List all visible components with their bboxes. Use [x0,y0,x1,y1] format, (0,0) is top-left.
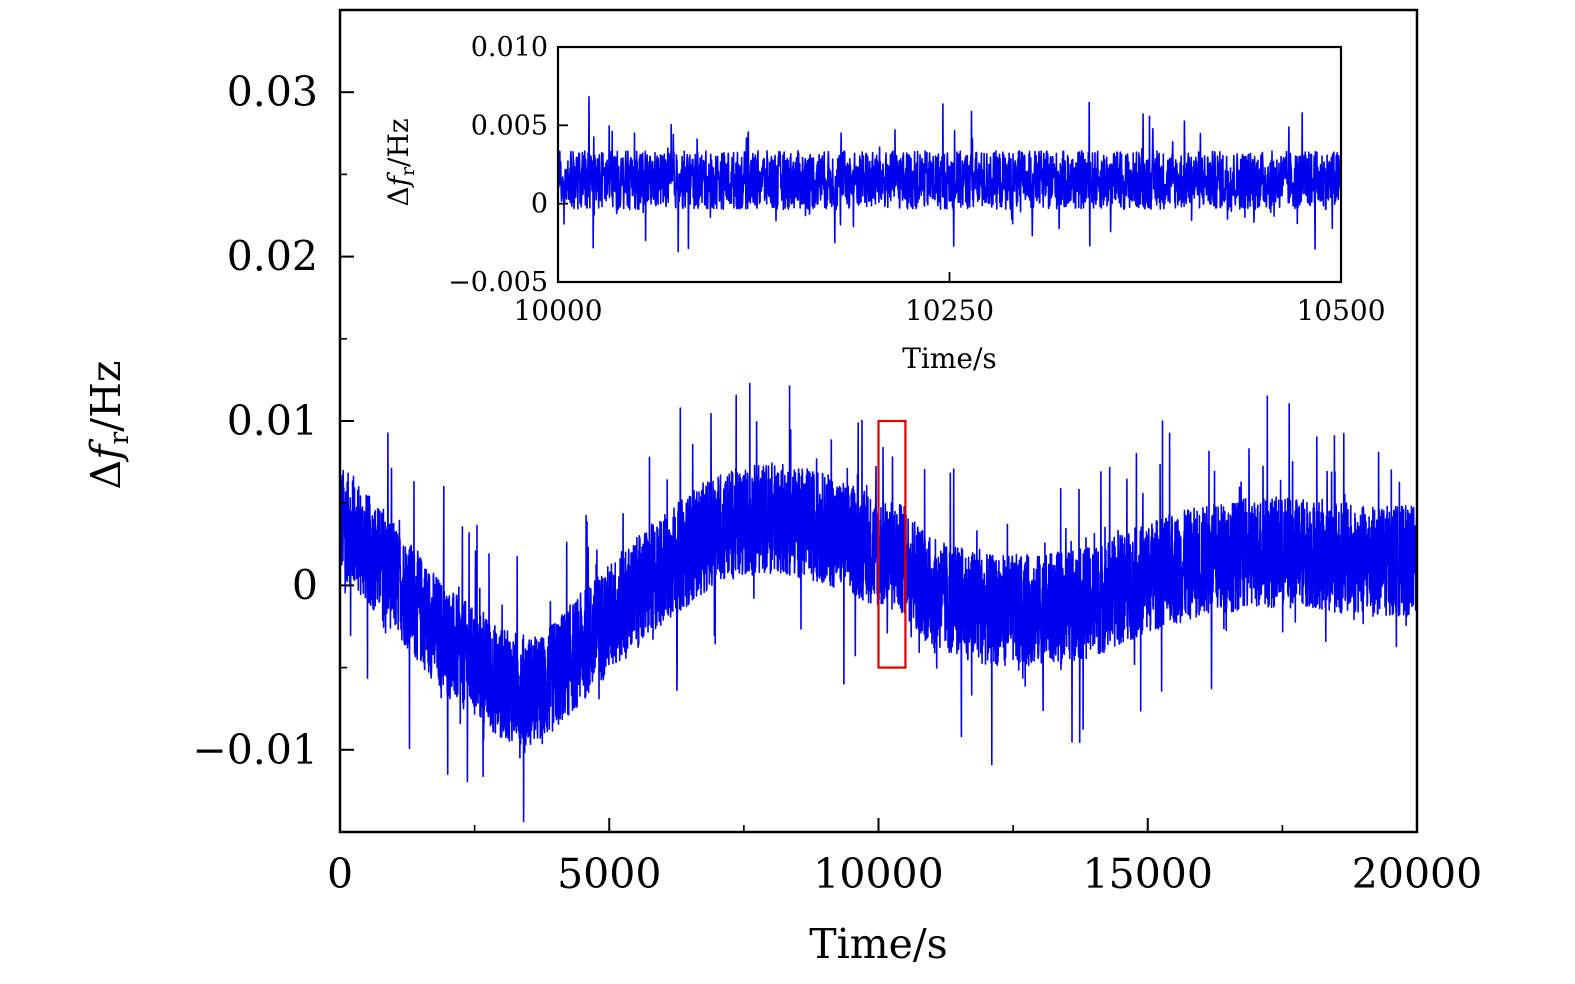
inset-y-axis-title-subscript: r [397,166,419,176]
inset-x-tick-label: 10250 [905,294,994,327]
main-x-axis: 0 5000 10000 15000 20000 [327,818,1482,898]
inset-y-axis-title: Δfr/Hz [382,118,419,206]
main-y-tick-label: 0 [292,561,318,609]
main-y-axis-title: Δfr/Hz [82,361,135,490]
inset-y-tick-label: −0.005 [448,267,548,298]
inset-y-axis: −0.005 0 0.005 0.010 [448,32,568,298]
main-y-tick-label: −0.01 [192,726,318,774]
inset-y-tick-label: 0.010 [471,32,548,63]
main-y-tick-label: 0.03 [227,68,318,116]
inset-y-tick-label: 0 [531,189,548,220]
inset-x-tick-label: 10000 [513,294,602,327]
inset-y-axis-title-delta: Δ [382,186,415,206]
main-y-axis-title-unit: /Hz [82,361,130,432]
main-y-axis-title-subscript: r [104,432,135,445]
inset-x-tick-label: 10500 [1296,294,1385,327]
inset-y-tick-label: 0.005 [471,110,548,141]
highlight-box [877,419,907,669]
main-y-axis: −0.01 0 0.01 0.02 0.03 [192,9,354,774]
main-y-axis-title-delta: Δ [82,460,130,490]
main-x-tick-label: 0 [327,850,353,898]
main-x-tick-label: 20000 [1352,850,1482,898]
inset-x-axis-title: Time/s [902,342,997,375]
inset-plot: 10000 10250 10500 −0.005 0 0.005 0.010 Time/s… [382,32,1386,375]
inset-series-path [557,96,1342,253]
inset-y-axis-title-unit: /Hz [382,118,415,167]
inset-x-axis: 10000 10250 10500 [513,272,1386,327]
main-y-tick-label: 0.01 [227,397,318,445]
main-x-tick-label: 10000 [813,850,943,898]
main-x-tick-label: 5000 [557,850,661,898]
main-x-axis-title: Time/s [809,920,947,968]
main-plot: 0 5000 10000 15000 20000 −0.0100.010.020.03 … [82,8,1482,968]
main-x-tick-label: 15000 [1083,850,1213,898]
main-y-tick-label: 0.02 [227,233,318,281]
inset-series-line [557,96,1342,253]
